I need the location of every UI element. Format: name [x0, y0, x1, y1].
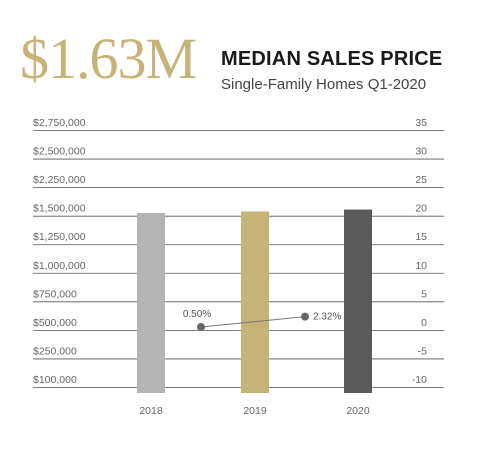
right-tick-label: 10 [415, 260, 427, 272]
headline-value: $1.63M [20, 26, 197, 91]
data-label: 2.32% [313, 312, 341, 323]
right-tick-label: -5 [418, 345, 427, 357]
growth-point-2019 [301, 312, 309, 321]
right-tick-label: 20 [415, 203, 427, 215]
category-label: 2020 [346, 405, 370, 417]
right-tick-label: 35 [415, 117, 427, 129]
left-tick-label: $250,000 [33, 345, 77, 357]
tick-labels: $100,000 $250,000 $500,000 $750,000 $1,000,0… [33, 117, 427, 417]
category-label: 2018 [139, 405, 163, 417]
right-tick-label: 5 [421, 288, 427, 300]
category-label: 2019 [243, 405, 267, 417]
left-tick-label: $500,000 [33, 317, 77, 329]
line-series: 0.50% 2.32% [183, 309, 341, 332]
data-label: 0.50% [183, 309, 211, 320]
bar-2019 [241, 211, 269, 393]
left-tick-label: $100,000 [33, 374, 77, 386]
left-tick-label: $750,000 [33, 288, 77, 300]
chart-title: MEDIAN SALES PRICE [221, 48, 443, 70]
growth-line [200, 316, 306, 328]
left-tick-label: $1,500,000 [33, 203, 86, 215]
chart-subtitle: Single-Family Homes Q1-2020 [221, 76, 427, 93]
bar-series [137, 209, 372, 393]
left-tick-label: $1,250,000 [33, 231, 86, 243]
left-tick-label: $2,250,000 [33, 174, 86, 186]
left-tick-label: $1,000,000 [33, 260, 86, 272]
gridlines [33, 130, 444, 388]
left-tick-label: $2,500,000 [33, 146, 86, 158]
bar-2018 [137, 213, 165, 393]
bar-2020 [344, 209, 372, 393]
right-tick-label: 15 [415, 231, 427, 243]
right-tick-label: 0 [421, 317, 427, 329]
right-tick-label: 25 [415, 174, 427, 186]
right-tick-label: -10 [412, 374, 427, 386]
left-tick-label: $2,750,000 [33, 117, 86, 129]
growth-point-2018 [197, 323, 205, 332]
right-tick-label: 30 [415, 146, 427, 158]
